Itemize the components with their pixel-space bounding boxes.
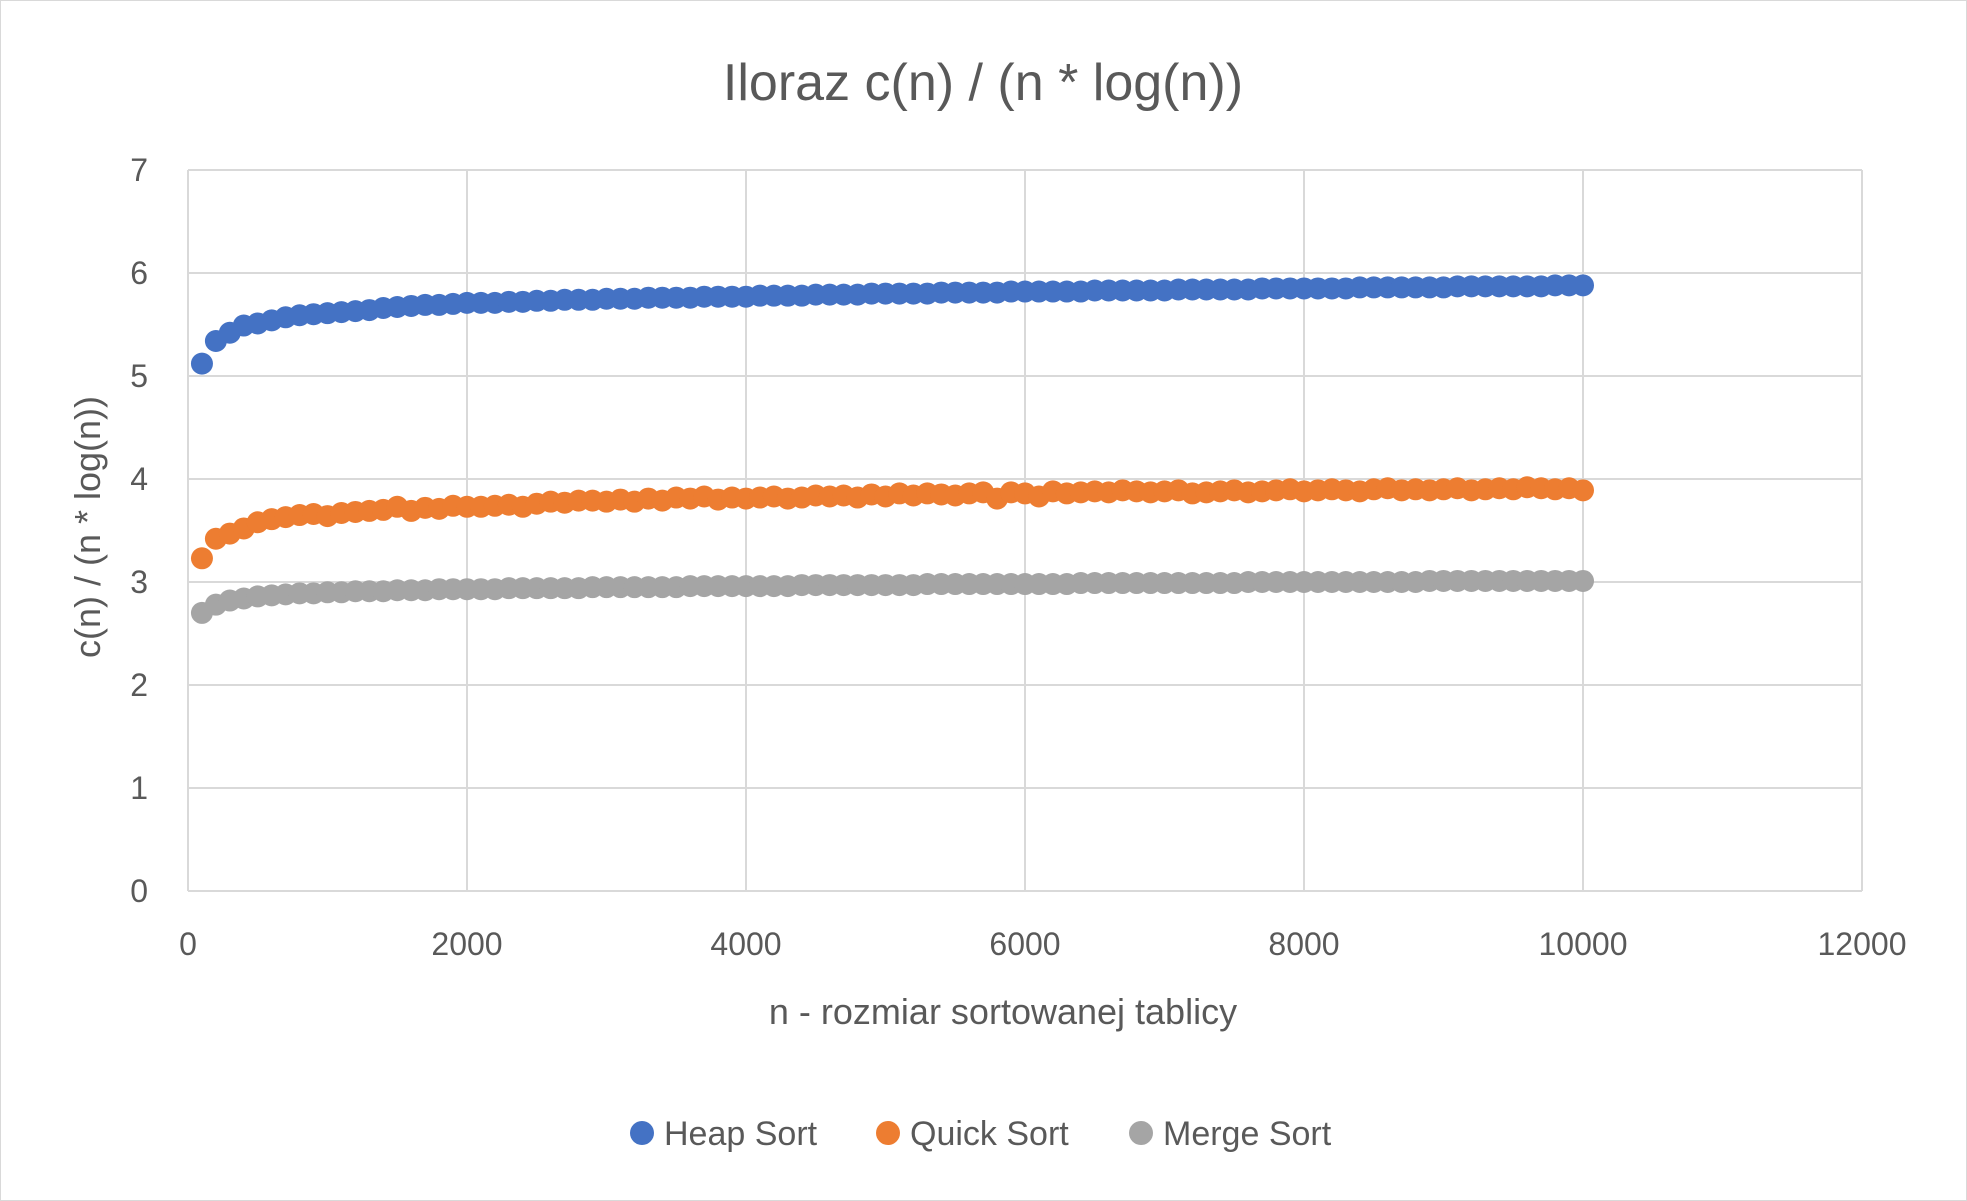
x-tick-label: 4000 [710,926,781,962]
y-tick-label: 0 [130,873,148,909]
y-tick-label: 5 [130,358,148,394]
gridlines [187,169,1863,892]
chart-title: Iloraz c(n) / (n * log(n)) [723,54,1243,112]
y-tick-label: 2 [130,667,148,703]
y-tick-label: 7 [130,152,148,188]
legend-item: Quick Sort [876,1115,1069,1153]
legend-label: Merge Sort [1163,1115,1332,1153]
data-point [1572,274,1594,297]
y-tick-label: 3 [130,564,148,600]
data-point [190,547,213,570]
legend-marker [1129,1121,1153,1145]
data-point [1572,569,1594,592]
data-point [190,352,213,375]
x-tick-label: 0 [179,926,197,962]
series-heap-sort [190,274,1594,375]
legend-label: Quick Sort [910,1115,1069,1153]
legend-marker [630,1121,654,1145]
legend-label: Heap Sort [664,1115,818,1153]
legend-marker [876,1121,900,1145]
data-point [1572,479,1594,502]
x-tick-label: 6000 [989,926,1060,962]
series-quick-sort [190,476,1594,570]
y-tick-label: 1 [130,770,148,806]
x-axis-tick-labels: 0 2000 4000 6000 8000 10000 12000 [179,926,1906,962]
legend: Heap Sort Quick Sort Merge Sort [630,1115,1332,1153]
x-tick-label: 12000 [1818,926,1907,962]
x-tick-label: 8000 [1268,926,1339,962]
x-axis-title: n - rozmiar sortowanej tablicy [769,991,1237,1032]
data-points [190,274,1594,624]
y-tick-label: 4 [130,461,148,497]
y-axis-tick-labels: 0 1 2 3 4 5 6 7 [130,152,148,909]
y-tick-label: 6 [130,255,148,291]
legend-item: Merge Sort [1129,1115,1332,1153]
series-merge-sort [190,569,1594,624]
legend-item: Heap Sort [630,1115,818,1153]
x-tick-label: 10000 [1539,926,1628,962]
y-axis-title: c(n) / (n * log(n)) [67,396,108,658]
x-tick-label: 2000 [431,926,502,962]
